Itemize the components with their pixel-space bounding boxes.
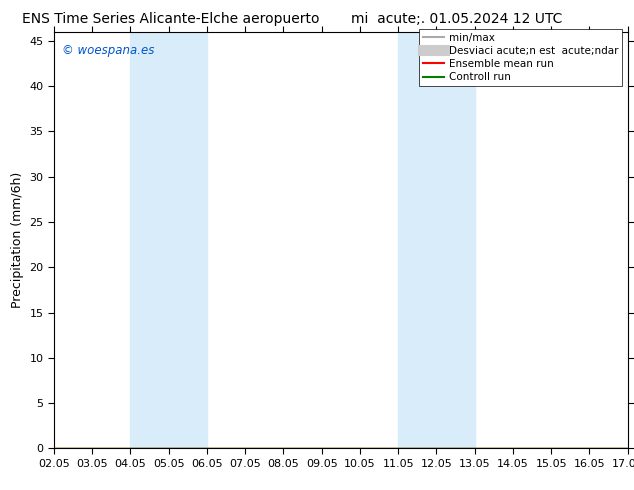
Text: ENS Time Series Alicante-Elche aeropuerto: ENS Time Series Alicante-Elche aeropuert…: [22, 12, 320, 26]
Text: mi  acute;. 01.05.2024 12 UTC: mi acute;. 01.05.2024 12 UTC: [351, 12, 562, 26]
Text: © woespana.es: © woespana.es: [63, 44, 155, 57]
Y-axis label: Precipitation (mm/6h): Precipitation (mm/6h): [11, 172, 24, 308]
Bar: [398, 32, 475, 448]
Bar: [131, 32, 207, 448]
Legend: min/max, Desviaci acute;n est  acute;ndar, Ensemble mean run, Controll run: min/max, Desviaci acute;n est acute;ndar…: [418, 29, 623, 86]
